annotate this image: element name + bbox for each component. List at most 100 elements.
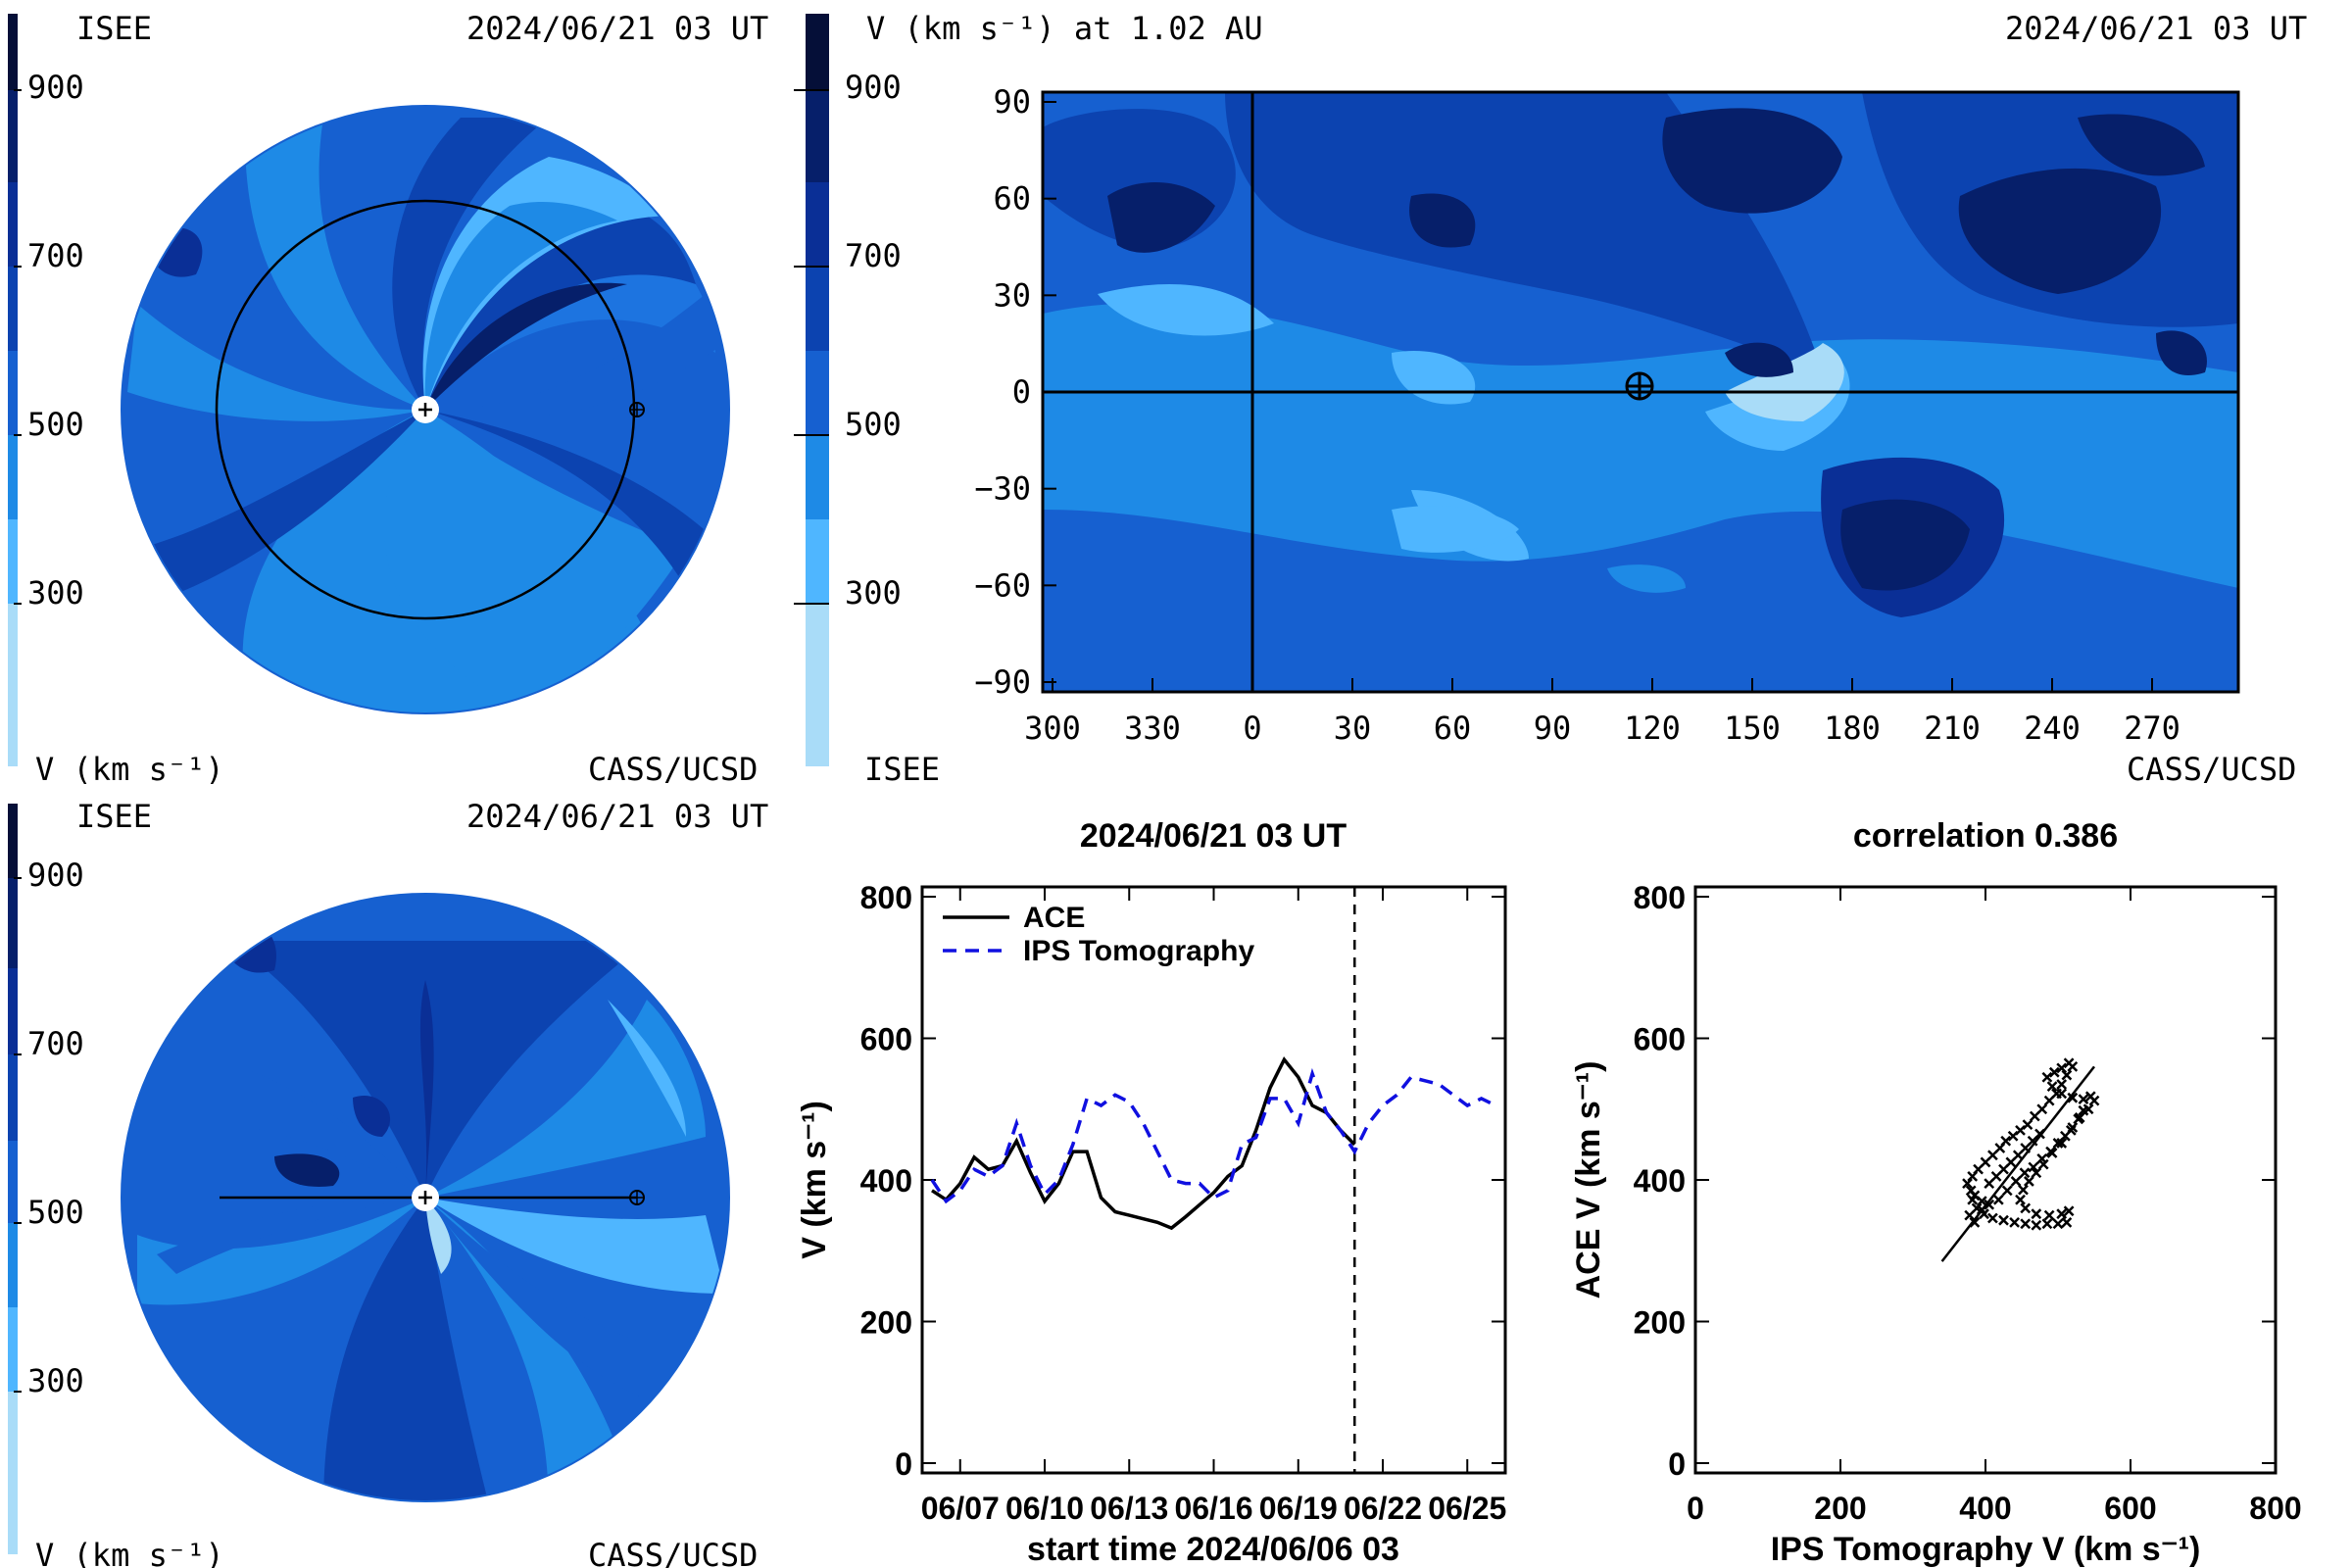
- map-y-tick-label: −60: [974, 566, 1031, 604]
- colorbar-left-top: 900 700 500 300: [8, 14, 84, 766]
- scatter-point: [2034, 1128, 2045, 1140]
- scatter-point: [2020, 1202, 2032, 1214]
- polar-map-bottom-left: [122, 894, 729, 1501]
- scatter-point: [2056, 1208, 2068, 1220]
- scatter-point: [1992, 1194, 2004, 1205]
- map-x-tick-label: 300: [1024, 710, 1081, 747]
- scatter-point: [2018, 1184, 2029, 1196]
- panel-top-left-unit: V (km s⁻¹): [35, 751, 224, 788]
- scatter-point: [2000, 1135, 2012, 1147]
- scatter-y-tick-label: 200: [1634, 1305, 1686, 1341]
- scatter-point: [2078, 1104, 2089, 1116]
- scatter-point: [2001, 1185, 2013, 1197]
- timeseries-legend: ACE IPS Tomography: [943, 902, 1254, 967]
- scatter-point: [2052, 1218, 2064, 1230]
- scatter-point: [2061, 1069, 2073, 1081]
- scatter-point: [1969, 1216, 1981, 1228]
- scatter-point: [1976, 1203, 1987, 1215]
- map-x-tick-label: 120: [1624, 710, 1681, 747]
- scatter-x-ticks: 0 200 400 600 800: [1687, 887, 2302, 1526]
- scatter-x-tick-label: 400: [1959, 1491, 2011, 1526]
- timeseries-x-tick-label: 06/19: [1259, 1491, 1338, 1526]
- map-y-tick-label: −90: [974, 663, 1031, 701]
- panel-map: V (km s⁻¹) at 1.02 AU 2024/06/21 03 UT I…: [864, 10, 2307, 788]
- map-org: ISEE: [864, 751, 940, 788]
- colorbar-tick-700: 700: [27, 237, 84, 274]
- scatter-x-tick-label: 800: [2249, 1491, 2301, 1526]
- scatter-point: [2041, 1071, 2053, 1083]
- scatter-point: [2036, 1152, 2048, 1164]
- map-colorbar-tick-900: 900: [845, 69, 902, 106]
- scatter-point: [1987, 1212, 1998, 1224]
- map-y-ticks: 90 60 30 0 −30 −60 −90: [974, 83, 1056, 701]
- map-y-tick-label: −30: [974, 470, 1031, 508]
- timeseries-y-ticks: 0 200 400 600 800: [860, 880, 1505, 1482]
- map-x-tick-label: 180: [1824, 710, 1881, 747]
- panel-bottom-left-time: 2024/06/21 03 UT: [466, 798, 768, 835]
- colorbar-bottom-tick-700: 700: [27, 1025, 84, 1062]
- map-colorbar-tick-500: 500: [845, 406, 902, 443]
- map-y-tick-label: 60: [993, 180, 1031, 218]
- scatter-point: [2056, 1062, 2068, 1074]
- scatter-point: [2036, 1103, 2048, 1115]
- map-x-tick-label: 330: [1124, 710, 1181, 747]
- legend-ace-label: ACE: [1023, 902, 1085, 934]
- map-earth-marker-icon: [1625, 371, 1654, 401]
- timeseries-x-tick-label: 06/10: [1005, 1491, 1084, 1526]
- scatter-point: [2067, 1122, 2079, 1133]
- scatter-point: [1984, 1199, 1995, 1210]
- colorbar-tick-500: 500: [27, 406, 84, 443]
- map-credit: CASS/UCSD: [2127, 751, 2296, 788]
- scatter-point: [2060, 1130, 2071, 1142]
- scatter-point: [2020, 1218, 2032, 1230]
- colorbar-bottom-tick-300: 300: [27, 1362, 84, 1399]
- series-ips-line: [930, 1067, 1496, 1204]
- timeseries-y-tick-label: 200: [860, 1305, 912, 1341]
- scatter-chart: correlation 0.386 0 200 400 600 800 0 200 400 6…: [1570, 817, 2302, 1568]
- timeseries-ylabel: V (km s⁻¹): [796, 1101, 833, 1259]
- scatter-point: [2056, 1079, 2068, 1090]
- scatter-point: [2031, 1167, 2042, 1179]
- scatter-point: [2073, 1113, 2084, 1125]
- scatter-point: [2063, 1057, 2075, 1069]
- scatter-point: [2056, 1088, 2068, 1100]
- map-x-tick-label: 60: [1434, 710, 1472, 747]
- timeseries-x-tick-label: 06/22: [1344, 1491, 1422, 1526]
- scatter-x-tick-label: 200: [1814, 1491, 1866, 1526]
- scatter-y-tick-label: 0: [1668, 1446, 1686, 1482]
- scatter-point: [2045, 1146, 2056, 1157]
- timeseries-y-tick-label: 0: [895, 1446, 912, 1482]
- map-x-tick-label: 270: [2124, 710, 2180, 747]
- scatter-ylabel: ACE V (km s⁻¹): [1570, 1061, 1607, 1299]
- scatter-fit-line: [1940, 1065, 2095, 1262]
- timeseries-x-tick-label: 06/25: [1428, 1491, 1506, 1526]
- colorbar-tick-300: 300: [27, 574, 84, 612]
- scatter-point: [2056, 1138, 2068, 1149]
- timeseries-x-ticks: 06/07 06/10 06/13 06/16 06/19 06/22 06/25: [921, 887, 1506, 1526]
- timeseries-y-tick-label: 600: [860, 1022, 912, 1057]
- colorbar-bottom-tick-500: 500: [27, 1194, 84, 1231]
- scatter-point: [1998, 1214, 2009, 1226]
- timeseries-xlabel: start time 2024/06/06 03: [1027, 1531, 1399, 1568]
- scatter-y-ticks: 0 200 400 600 800: [1634, 880, 2276, 1482]
- map-y-tick-label: 30: [993, 276, 1031, 314]
- scatter-title: correlation 0.386: [1853, 817, 2118, 855]
- timeseries-x-tick-label: 06/16: [1174, 1491, 1252, 1526]
- panel-bottom-left-unit: V (km s⁻¹): [35, 1537, 224, 1568]
- map-x-tick-label: 150: [1724, 710, 1781, 747]
- scatter-point: [2078, 1094, 2089, 1105]
- map-title: V (km s⁻¹) at 1.02 AU: [866, 10, 1263, 47]
- scatter-point: [1964, 1209, 1976, 1221]
- panel-top-left: ISEE 2024/06/21 03 UT V (km s⁻¹) CASS/UC…: [35, 10, 768, 788]
- colorbar-left-bottom: 900 700 500 300: [8, 804, 84, 1554]
- scatter-point: [2063, 1205, 2075, 1217]
- scatter-x-tick-label: 0: [1687, 1491, 1704, 1526]
- timeseries-x-tick-label: 06/07: [921, 1491, 1000, 1526]
- scatter-point: [1976, 1196, 1987, 1207]
- scatter-point: [2046, 1081, 2058, 1093]
- scatter-point: [2019, 1167, 2031, 1179]
- scatter-points: [1962, 1057, 2100, 1231]
- scatter-point: [2043, 1209, 2055, 1221]
- colorbar-bottom-tick-900: 900: [27, 857, 84, 894]
